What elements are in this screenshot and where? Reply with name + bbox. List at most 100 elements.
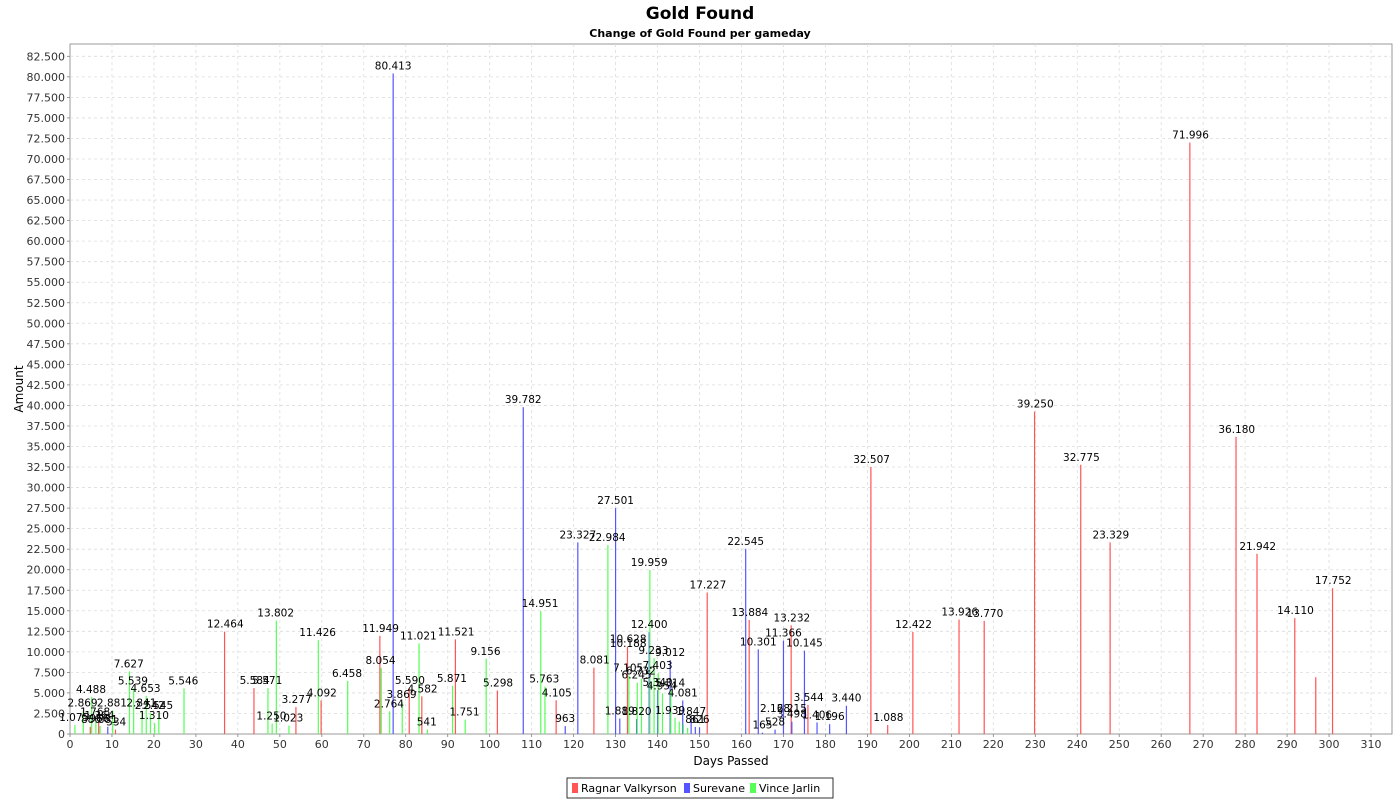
bar: [887, 725, 889, 734]
bar: [158, 713, 160, 734]
data-label: 3.544: [794, 692, 824, 704]
data-label: 5.584: [240, 675, 270, 687]
data-label: 12.400: [631, 619, 668, 631]
bar: [661, 693, 664, 734]
data-label: 32.507: [853, 454, 890, 466]
legend-label: Ragnar Valkyrson: [581, 782, 677, 795]
data-label: 2.542: [135, 700, 165, 712]
data-label: 23.327: [559, 529, 596, 541]
x-tick-label: 290: [1277, 738, 1298, 751]
bar: [89, 726, 91, 734]
y-tick-label: 60.000: [27, 235, 66, 248]
bar: [674, 718, 676, 734]
bar: [1315, 677, 1317, 734]
x-tick-label: 200: [899, 738, 920, 751]
bar: [614, 508, 617, 734]
bar: [791, 721, 793, 734]
y-tick-label: 70.000: [27, 153, 66, 166]
x-tick-label: 300: [1319, 738, 1340, 751]
x-tick-label: 140: [647, 738, 668, 751]
x-tick-label: 280: [1235, 738, 1256, 751]
legend-box: [566, 777, 834, 799]
data-label: 861: [685, 714, 705, 726]
plot-background: [69, 43, 1393, 735]
data-labels: 80.413 71.996 39.782 39.250 36.180 32.775 32.5…: [59, 60, 1351, 731]
data-label: 1.751: [449, 707, 479, 719]
data-label: 9.156: [470, 646, 500, 658]
bar: [320, 700, 322, 734]
bar: [522, 407, 524, 734]
x-tick-label: 20: [147, 738, 161, 751]
bar: [657, 673, 659, 734]
bar: [271, 723, 273, 734]
bar: [401, 702, 403, 734]
bar: [379, 635, 381, 734]
data-label: 3.869: [387, 689, 417, 701]
bar: [426, 729, 429, 734]
data-label: 1.406: [802, 709, 832, 721]
bar: [253, 688, 255, 734]
data-label: 12.422: [895, 619, 932, 631]
data-label: 5.571: [252, 675, 282, 687]
data-label: 881: [98, 714, 118, 726]
bar: [626, 646, 629, 734]
data-label: 80.413: [375, 60, 412, 72]
bar: [619, 718, 621, 734]
data-label: 1.250: [256, 711, 286, 723]
bar: [223, 631, 226, 734]
data-label: 966: [89, 713, 109, 725]
y-tick-label: 37.500: [27, 420, 66, 433]
data-label: 6.245: [622, 670, 652, 682]
bar: [761, 732, 764, 734]
bar: [112, 710, 114, 734]
legend-label: Vince Jarlin: [759, 782, 820, 795]
x-tick-label: 70: [357, 738, 371, 751]
data-label: 14.951: [522, 598, 559, 610]
y-tick-label: 80.000: [27, 71, 66, 84]
data-label: 11.426: [299, 627, 336, 639]
x-tick-label: 60: [315, 738, 329, 751]
bar: [648, 632, 650, 734]
y-axis-label: Amount: [12, 365, 26, 412]
bar: [107, 726, 109, 734]
bar: [485, 658, 487, 734]
y-tick-label: 0: [58, 728, 65, 741]
bar: [748, 619, 750, 734]
data-label: 5.298: [483, 677, 513, 689]
x-tick-label: 230: [1025, 738, 1046, 751]
bar: [607, 545, 609, 734]
data-label: 9.012: [655, 647, 685, 659]
x-tick-label: 170: [773, 738, 794, 751]
y-tick-label: 82.500: [27, 50, 66, 63]
bar: [544, 686, 546, 734]
data-label: 534: [106, 717, 126, 729]
data-label: 8.081: [580, 655, 610, 667]
bar: [807, 704, 809, 734]
bar: [1033, 411, 1036, 734]
bar: [82, 710, 84, 734]
data-label: 39.250: [1017, 399, 1054, 411]
data-label: 3.277: [282, 694, 312, 706]
bar: [389, 711, 391, 734]
y-tick-label: 45.000: [27, 358, 66, 371]
bar: [682, 700, 684, 734]
bar: [91, 697, 93, 734]
data-label: 1.889: [605, 705, 635, 717]
y-tick-label: 30.000: [27, 482, 66, 495]
y-tick-label: 7.500: [34, 666, 66, 679]
data-label: 4.081: [668, 687, 698, 699]
data-label: 10.188: [610, 638, 647, 650]
x-tick-label: 160: [731, 738, 752, 751]
bar: [464, 719, 466, 734]
data-label: 1.023: [273, 713, 303, 725]
bar: [133, 688, 135, 734]
bar: [128, 671, 131, 734]
bar: [636, 682, 638, 734]
bar: [95, 719, 97, 734]
data-label: 71.996: [1172, 130, 1209, 142]
bar: [640, 678, 643, 734]
bar: [1235, 436, 1237, 734]
bar: [317, 640, 319, 734]
data-label: 7.403: [643, 660, 673, 672]
bar: [694, 726, 696, 734]
